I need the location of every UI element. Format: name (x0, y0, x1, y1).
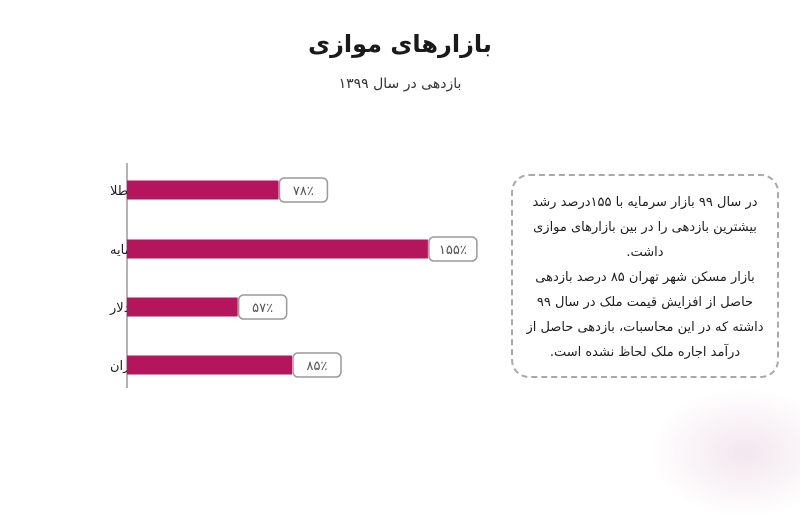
chart-subtitle: بازدهی در سال ۱۳۹۹ (338, 76, 462, 92)
bar (127, 239, 428, 259)
value-label: ۷۸٪ (293, 184, 314, 199)
note-box: در سال ۹۹ بازار سرمایه با ۱۵۵درصد رشد بی… (511, 174, 779, 378)
category-label: طلا (110, 184, 128, 199)
value-label: ۵۷٪ (252, 301, 273, 316)
category-label: دلار (109, 301, 130, 316)
bar (127, 297, 238, 317)
note-paragraph-2: بازار مسکن شهر تهران ۸۵ درصد بازدهی حاصل… (526, 270, 764, 360)
value-label-box (278, 177, 329, 203)
value-label-box (237, 294, 288, 320)
value-label-box (428, 236, 478, 262)
value-label: ۸۵٪ (307, 359, 328, 374)
bar (127, 180, 279, 200)
value-label-box (292, 352, 342, 378)
bar (127, 355, 292, 375)
value-label: ۱۵۵٪ (439, 243, 467, 258)
chart-title: بازارهای موازی (308, 30, 492, 58)
note-paragraph-1: در سال ۹۹ بازار سرمایه با ۱۵۵درصد رشد بی… (532, 195, 758, 260)
